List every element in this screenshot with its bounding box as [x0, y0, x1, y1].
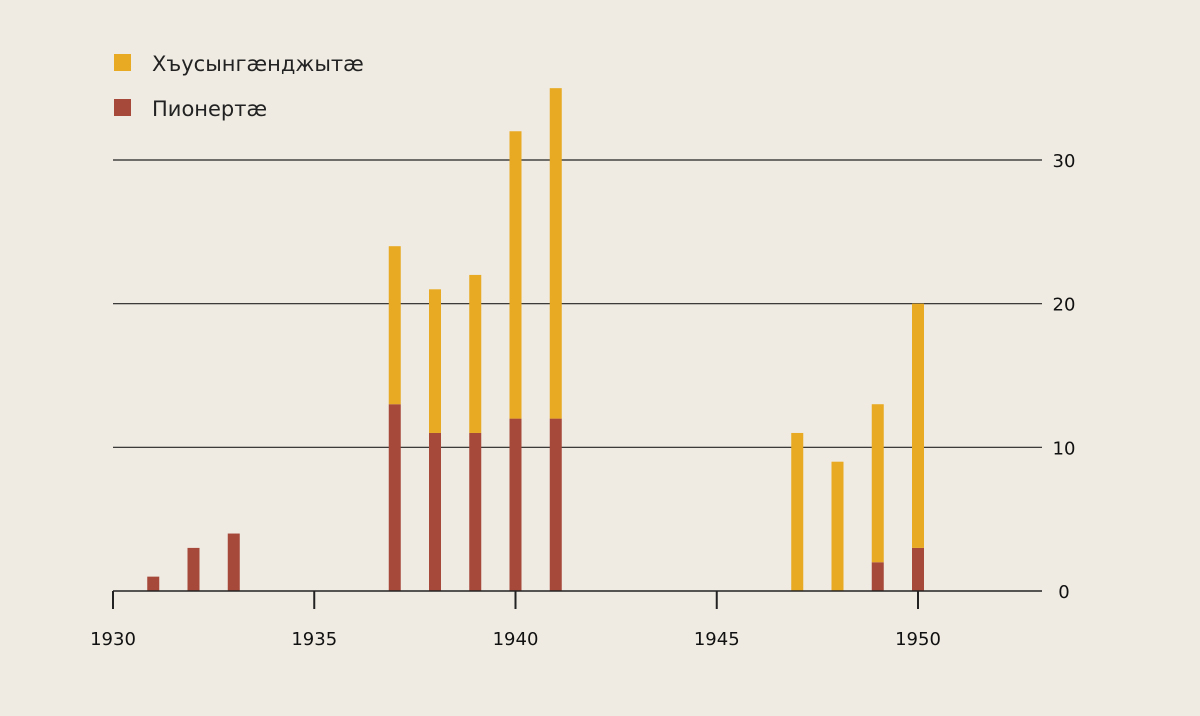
legend: Хъусынгæнджытæ Пионертæ: [114, 52, 364, 121]
bar-listeners-1950: [912, 303, 924, 548]
bar-listeners-1941: [549, 88, 562, 419]
y-tick-label-0: 0: [1058, 582, 1069, 603]
bar-pioneers-1932: [187, 547, 200, 591]
bar-pioneers-1938: [429, 432, 441, 591]
bar-listeners-1938: [429, 289, 441, 433]
legend-label-listeners: Хъусынгæнджытæ: [152, 52, 364, 76]
bar-pioneers-1931: [147, 576, 160, 591]
bar-listeners-1939: [469, 274, 482, 433]
bar-pioneers-1939: [469, 432, 482, 591]
x-tick-label-1945: 1945: [694, 629, 740, 650]
y-tick-label-30: 30: [1053, 151, 1076, 172]
y-tick-label-10: 10: [1053, 438, 1076, 459]
bar-pioneers-1941: [549, 418, 562, 591]
bar-pioneers-1950: [912, 547, 924, 591]
bar-pioneers-1949: [871, 562, 884, 591]
x-tick-label-1930: 1930: [90, 629, 136, 650]
bar-listeners-1949: [871, 404, 884, 563]
y-tick-label-20: 20: [1053, 295, 1076, 316]
bar-listeners-1937: [388, 246, 401, 405]
x-axis: 1930 1935 1940 1945 1950: [90, 590, 1042, 650]
bar-pioneers-1933: [227, 533, 240, 591]
bar-pioneers-1940: [509, 418, 522, 591]
x-tick-label-1935: 1935: [291, 629, 337, 650]
gridlines: 0 10 20 30: [113, 151, 1075, 603]
legend-label-pioneers: Пионертæ: [152, 97, 267, 121]
x-tick-label-1950: 1950: [895, 629, 941, 650]
bars: [147, 88, 924, 591]
bar-listeners-1948: [831, 461, 844, 591]
x-tick-label-1940: 1940: [493, 629, 539, 650]
bar-listeners-1940: [509, 131, 522, 419]
legend-swatch-listeners: [114, 54, 131, 71]
bar-listeners-1947: [791, 432, 804, 591]
bar-pioneers-1937: [388, 404, 401, 591]
legend-swatch-pioneers: [114, 99, 131, 116]
